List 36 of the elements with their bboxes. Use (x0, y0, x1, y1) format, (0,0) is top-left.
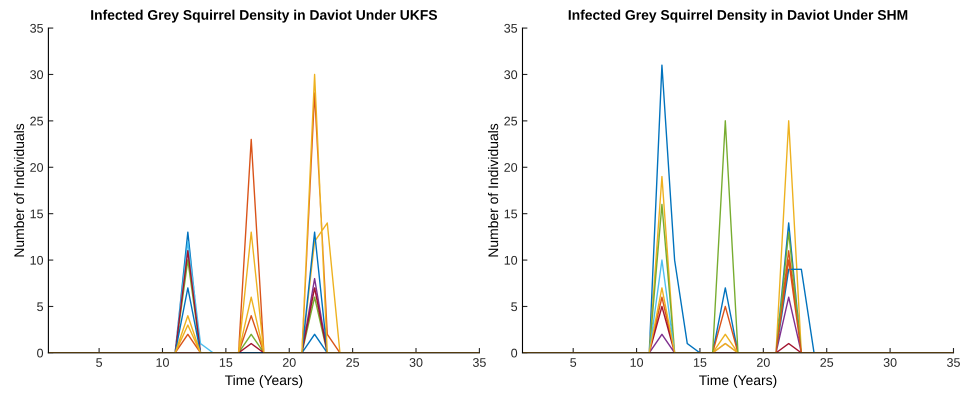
y-tick-label: 25 (30, 116, 44, 126)
x-tick-label: 35 (947, 358, 960, 367)
x-tick-label: 35 (472, 358, 486, 367)
x-tick-label: 30 (410, 358, 422, 367)
y-tick-label: 10 (504, 256, 518, 265)
x-tick-label: 5 (96, 358, 102, 367)
y-tick-label: 5 (511, 302, 518, 312)
y-tick-label: 0 (37, 348, 44, 358)
x-tick-label: 10 (630, 358, 644, 367)
x-tick-label: 15 (220, 358, 232, 367)
x-tick-label: 5 (570, 358, 576, 367)
x-tick-label: 25 (820, 358, 834, 367)
y-tick-label: 20 (30, 163, 44, 172)
y-tick-label: 25 (504, 116, 518, 126)
x-tick-label: 20 (282, 358, 296, 367)
x-tick-label: 30 (884, 358, 897, 367)
chart-title: Infected Grey Squirrel Density in Daviot Under SHM (568, 10, 908, 23)
y-tick-label: 20 (504, 163, 518, 172)
x-axis-title: Time (Years) (699, 374, 776, 388)
y-tick-label: 10 (30, 256, 44, 265)
y-tick-label: 15 (504, 210, 518, 218)
y-axis-title: Number of Individuals (14, 124, 24, 256)
y-tick-label: 30 (504, 70, 518, 80)
y-tick-label: 35 (504, 24, 518, 33)
x-tick-label: 10 (156, 358, 169, 367)
y-tick-label: 35 (30, 24, 44, 33)
y-tick-label: 0 (511, 348, 518, 358)
y-axis-title: Number of Individuals (488, 124, 498, 256)
y-tick-label: 15 (30, 210, 44, 218)
x-axis-title: Time (Years) (224, 374, 302, 388)
x-tick-label: 20 (757, 358, 770, 367)
y-tick-label: 30 (30, 70, 44, 80)
y-tick-label: 5 (37, 302, 44, 312)
x-tick-label: 15 (694, 358, 706, 367)
x-tick-label: 25 (346, 358, 360, 367)
chart-title: Infected Grey Squirrel Density in Daviot Under UKFS (91, 10, 438, 23)
